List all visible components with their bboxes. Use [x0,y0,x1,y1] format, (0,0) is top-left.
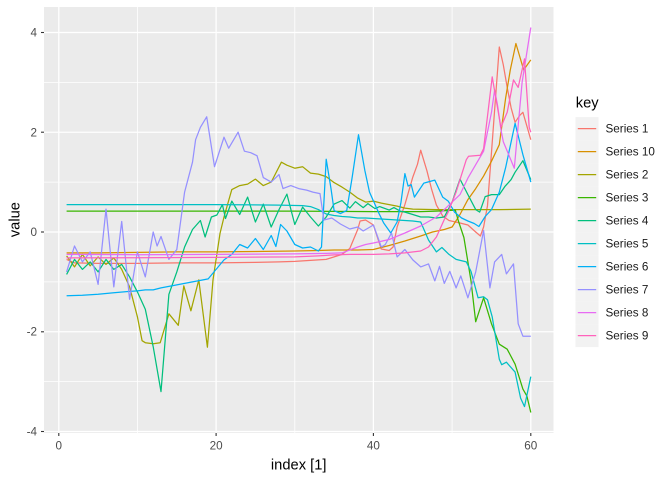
svg-text:60: 60 [524,440,538,453]
svg-text:40: 40 [367,440,381,453]
svg-text:Series 8: Series 8 [606,307,649,320]
svg-text:0: 0 [30,226,37,239]
svg-text:Series 1: Series 1 [606,123,649,136]
svg-text:key: key [576,96,600,112]
svg-text:0: 0 [56,440,63,453]
svg-text:-2: -2 [27,326,37,339]
svg-text:Series 2: Series 2 [606,169,649,182]
svg-text:20: 20 [210,440,224,453]
svg-text:Series 7: Series 7 [606,284,649,297]
svg-text:4: 4 [30,27,37,40]
svg-text:Series 9: Series 9 [606,330,649,343]
svg-text:Series 6: Series 6 [606,261,649,274]
svg-text:Series 4: Series 4 [606,215,649,228]
svg-text:2: 2 [30,126,37,139]
svg-text:value: value [7,202,23,237]
svg-text:index [1]: index [1] [271,458,327,474]
svg-text:-4: -4 [27,426,38,439]
svg-text:Series 3: Series 3 [606,192,649,205]
svg-text:Series 10: Series 10 [606,146,656,159]
svg-text:Series 5: Series 5 [606,238,649,251]
